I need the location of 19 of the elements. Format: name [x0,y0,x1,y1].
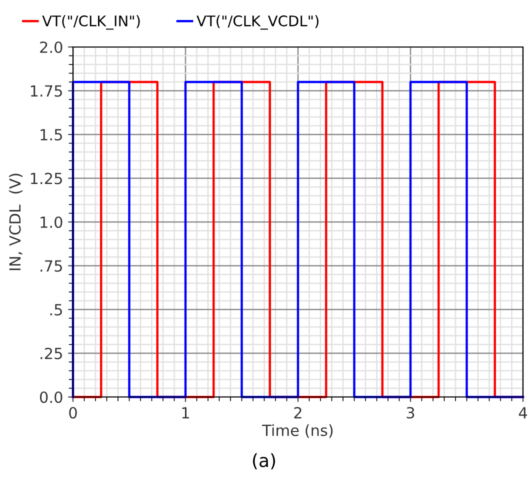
x-tick-label: 4 [518,407,528,418]
y-tick-label: .25 [40,348,62,360]
y-tick-label: 1.75 [30,85,62,97]
y-tick-label: 1.0 [40,216,62,228]
x-tick-label: 1 [182,407,189,418]
y-tick-label: 2.0 [40,41,62,54]
y-tick-label: .5 [50,304,62,316]
x-tick-label: 2 [294,406,302,418]
x-tick-label: 0 [69,406,77,419]
x-axis-title: Time (ns) [262,424,333,438]
text: (a) [252,453,276,470]
y-axis-title: IN, VCDL (V) [8,174,23,270]
y-tick-label: .75 [40,260,62,272]
legend-label: VT("/CLK_VCDL") [196,15,318,30]
x-tick-label: 3 [406,406,414,419]
legend-label: VT("/CLK_IN") [42,15,140,30]
y-tick-label: 1.5 [40,129,62,141]
y-tick-label: 1.25 [30,172,62,184]
y-tick-label: 0.0 [40,391,62,404]
